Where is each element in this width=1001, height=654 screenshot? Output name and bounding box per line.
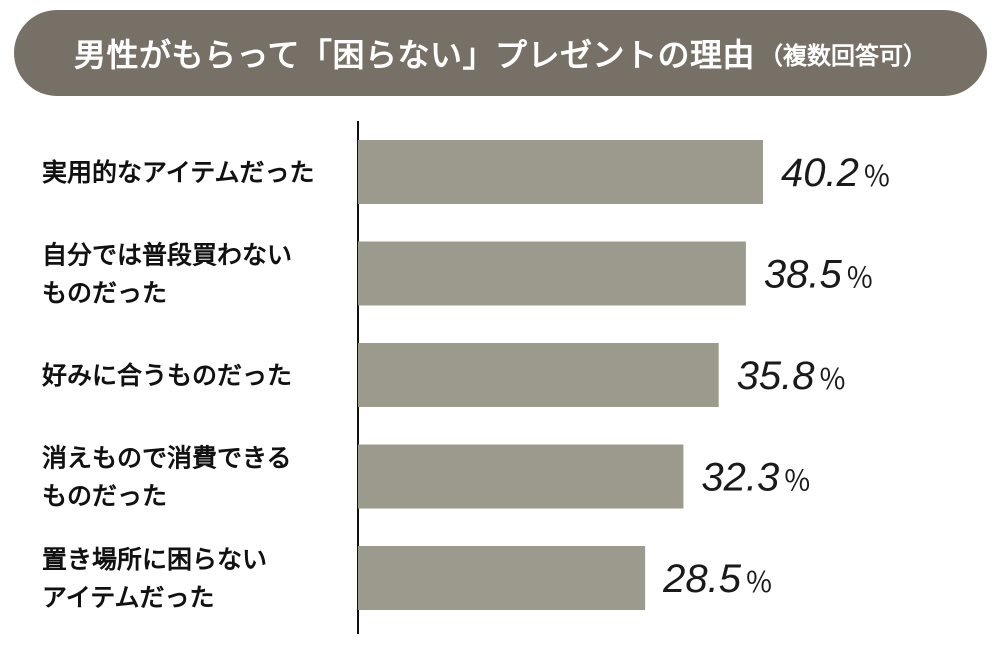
category-label: ものだった — [42, 279, 167, 308]
value-unit: ％ — [846, 263, 874, 294]
value-label: 28.5 ％ — [662, 557, 773, 601]
value-label: 38.5 ％ — [764, 253, 874, 297]
value-label: 40.2 ％ — [781, 151, 891, 195]
value-number: 38.5 — [764, 253, 843, 297]
category-label: ものだった — [42, 482, 167, 511]
bar — [358, 444, 684, 509]
value-label: 35.8 ％ — [737, 354, 847, 398]
chart-title-note: （複数回答可） — [758, 41, 927, 70]
chart-title: 男性がもらって「困らない」プレゼントの理由 — [74, 36, 755, 74]
category-label: アイテムだった — [42, 583, 215, 612]
bar — [358, 140, 763, 204]
value-unit: ％ — [783, 466, 811, 497]
value-unit: ％ — [745, 567, 773, 598]
value-number: 40.2 — [781, 151, 859, 195]
value-number: 28.5 — [662, 557, 742, 601]
category-label: 置き場所に困らない — [42, 545, 267, 574]
bar — [358, 343, 719, 407]
value-number: 35.8 — [737, 354, 816, 398]
value-label: 32.3 ％ — [701, 456, 811, 500]
bar — [358, 241, 746, 306]
category-label: 消えもので消費できる — [42, 444, 292, 473]
value-unit: ％ — [819, 364, 847, 395]
category-label: 好みに合うものだった — [41, 361, 292, 390]
category-label: 自分では普段買わない — [42, 241, 292, 270]
chart-title-banner: 男性がもらって「困らない」プレゼントの理由 （複数回答可） — [14, 10, 987, 96]
category-label: 実用的なアイテムだった — [42, 158, 315, 187]
bar — [358, 546, 646, 610]
value-number: 32.3 — [701, 456, 779, 500]
value-unit: ％ — [863, 161, 891, 192]
